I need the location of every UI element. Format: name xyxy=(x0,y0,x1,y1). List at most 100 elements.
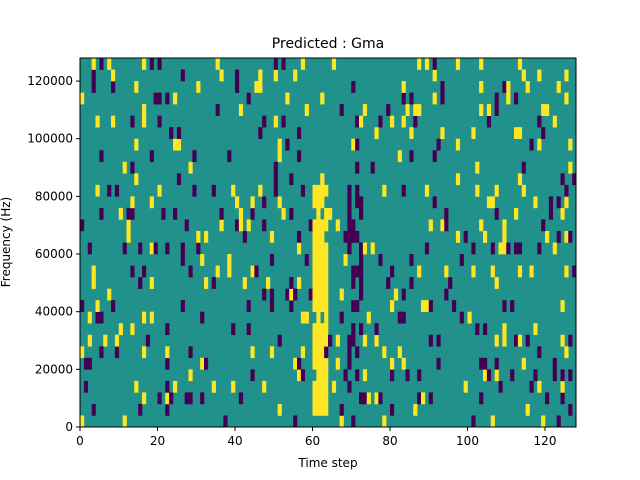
heatmap-cell xyxy=(390,403,395,416)
heatmap-cell xyxy=(347,184,352,197)
heatmap-cell xyxy=(320,230,325,243)
heatmap-cell xyxy=(250,346,255,359)
heatmap-cell xyxy=(227,254,232,266)
heatmap-cell xyxy=(269,254,275,266)
heatmap-cell xyxy=(324,254,329,266)
heatmap-cell xyxy=(355,161,360,174)
heatmap-cell xyxy=(405,104,410,116)
heatmap-cell xyxy=(374,392,379,405)
heatmap-cell xyxy=(316,265,321,278)
heatmap-cell xyxy=(111,300,116,312)
heatmap-cell xyxy=(157,58,162,70)
heatmap-cell xyxy=(231,323,236,336)
heatmap-cell xyxy=(568,161,573,174)
heatmap-cell xyxy=(324,242,329,255)
heatmap-cell xyxy=(486,104,492,116)
heatmap-cell xyxy=(401,92,406,105)
heatmap-cell xyxy=(316,392,321,405)
heatmap-cell xyxy=(483,369,488,382)
heatmap-cell xyxy=(335,334,340,347)
heatmap-cell xyxy=(281,115,286,128)
heatmap-cell xyxy=(91,277,96,289)
heatmap-cell xyxy=(529,138,534,151)
heatmap-cell xyxy=(258,184,263,197)
heatmap-cell xyxy=(390,369,395,382)
heatmap-cell xyxy=(568,230,573,243)
heatmap-cell xyxy=(304,311,309,324)
heatmap-cell xyxy=(180,300,185,312)
heatmap-cell xyxy=(312,403,317,416)
heatmap-cell xyxy=(312,392,317,405)
heatmap-cell xyxy=(219,219,224,232)
heatmap-cell xyxy=(238,219,244,232)
heatmap-cell xyxy=(324,184,329,197)
heatmap-cell xyxy=(355,196,360,209)
heatmap-cell xyxy=(517,127,523,140)
y-tick-label: 0 xyxy=(65,420,73,434)
heatmap-cell xyxy=(235,69,240,82)
heatmap-cell xyxy=(444,288,449,301)
heatmap-cell xyxy=(560,334,565,347)
heatmap-cell xyxy=(126,207,131,220)
heatmap-cell xyxy=(285,92,290,105)
heatmap-cell xyxy=(107,288,112,301)
heatmap-cell xyxy=(103,334,108,347)
heatmap-cell xyxy=(324,334,329,347)
heatmap-cell xyxy=(328,207,333,220)
heatmap-cell xyxy=(312,357,317,370)
heatmap-cell xyxy=(556,230,561,243)
heatmap-cell xyxy=(339,403,344,416)
heatmap-cell xyxy=(479,104,484,116)
heatmap-cell xyxy=(95,115,100,128)
heatmap-cell xyxy=(114,184,120,197)
heatmap-cell xyxy=(479,357,484,370)
heatmap-cell xyxy=(486,115,492,128)
heatmap-cell xyxy=(149,311,154,324)
heatmap-cell xyxy=(235,196,240,209)
heatmap-cell xyxy=(238,392,244,405)
heatmap-cell xyxy=(246,219,251,232)
heatmap-cell xyxy=(533,196,538,209)
heatmap-cell xyxy=(277,334,282,347)
heatmap-cell xyxy=(142,104,147,116)
heatmap-cell xyxy=(533,369,538,382)
heatmap-cell xyxy=(490,415,495,428)
x-tick-label: 100 xyxy=(456,434,479,448)
heatmap-cell xyxy=(424,300,430,312)
heatmap-cell xyxy=(138,403,143,416)
heatmap-cell xyxy=(568,403,573,416)
heatmap-cell xyxy=(347,346,352,359)
heatmap-cell xyxy=(165,346,170,359)
heatmap-cell xyxy=(320,300,325,312)
heatmap-cell xyxy=(99,58,104,70)
heatmap-cell xyxy=(297,230,302,243)
heatmap-cell xyxy=(320,346,325,359)
heatmap-cell xyxy=(382,346,387,359)
heatmap-cell xyxy=(324,219,329,232)
heatmap-cell xyxy=(107,58,112,70)
heatmap-cell xyxy=(351,81,356,93)
heatmap-cell xyxy=(300,346,306,359)
heatmap-cell xyxy=(165,392,170,405)
heatmap-cell xyxy=(142,115,147,128)
heatmap-cell xyxy=(432,196,437,209)
heatmap-cell xyxy=(401,288,406,301)
heatmap-cell xyxy=(506,242,511,255)
heatmap-cell xyxy=(165,242,170,255)
heatmap-cell xyxy=(289,277,294,289)
heatmap-cell xyxy=(111,69,116,82)
heatmap-cell xyxy=(428,300,433,312)
heatmap-cell xyxy=(440,219,445,232)
y-tick-label: 120000 xyxy=(27,74,73,88)
heatmap-cell xyxy=(521,161,526,174)
heatmap-cell xyxy=(459,254,464,266)
heatmap-cell xyxy=(242,277,247,289)
heatmap-cell xyxy=(560,369,565,382)
heatmap-cell xyxy=(223,415,228,428)
heatmap-cell xyxy=(312,288,317,301)
heatmap-cell xyxy=(118,207,123,220)
heatmap-cell xyxy=(200,392,205,405)
heatmap-cell xyxy=(355,138,360,151)
heatmap-cell xyxy=(269,230,275,243)
heatmap-cell xyxy=(312,254,317,266)
